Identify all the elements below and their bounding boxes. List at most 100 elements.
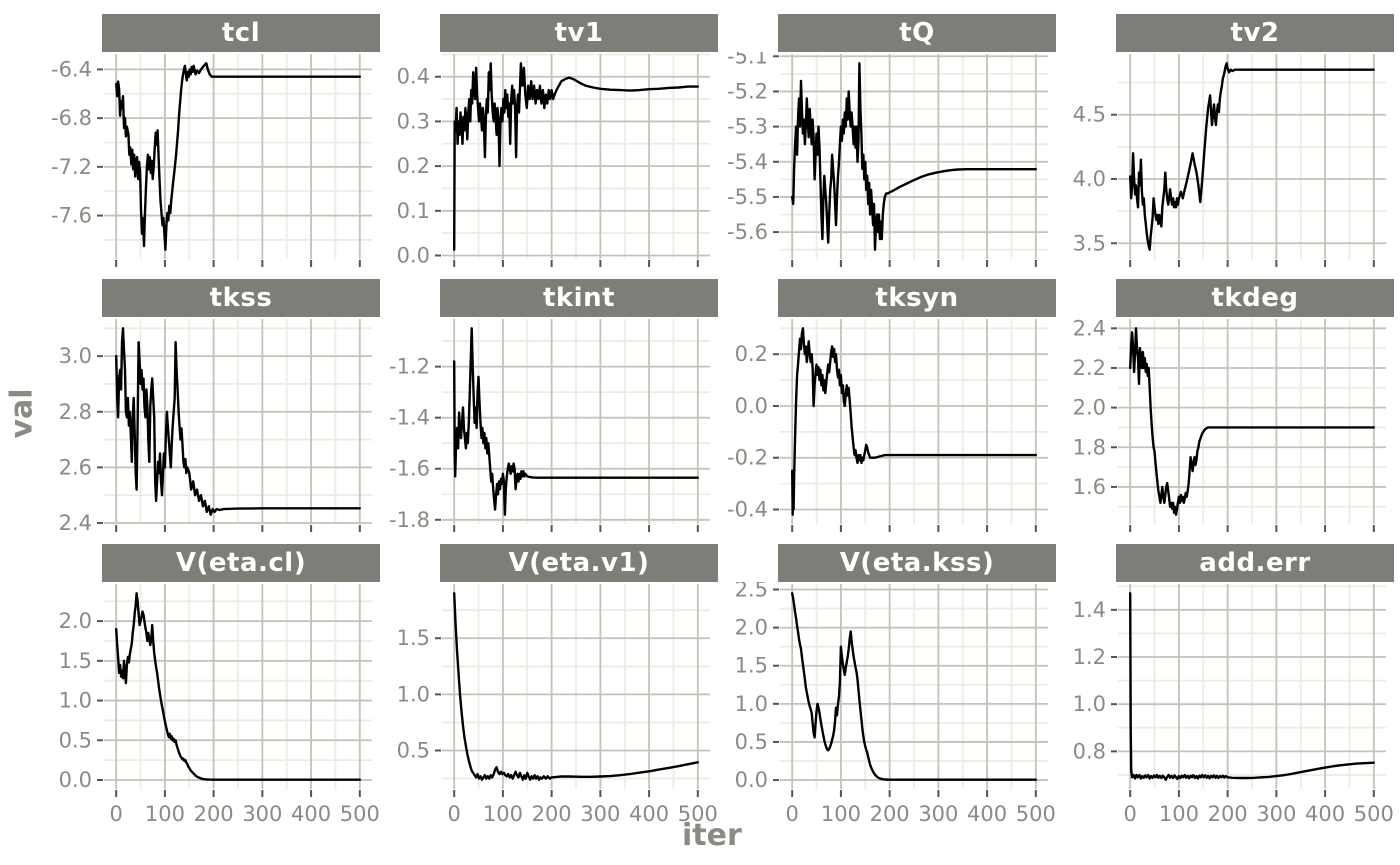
facet-strip: tkint [440, 279, 718, 317]
y-tick-label: 1.0 [397, 682, 430, 706]
facet-v-eta-v1: V(eta.v1) 0.5 1.0 1.5 0 100 200 300 400 500 [380, 544, 718, 829]
y-tick-label: 1.5 [735, 654, 768, 678]
y-tick-label: 0.2 [397, 154, 430, 178]
trace-line [452, 62, 699, 251]
x-tick-label: 400 [967, 802, 1007, 826]
x-tick-label: 0 [109, 802, 122, 826]
y-tick-label: -5.6 [727, 220, 768, 244]
facet-strip-label: V(eta.v1) [508, 548, 650, 578]
facet-strip: tkdeg [1116, 279, 1394, 317]
y-tick-label: -5.1 [727, 52, 768, 68]
trace-line [114, 592, 361, 781]
facet-panel: -5.6 -5.5 -5.4 -5.3 -5.2 -5.1 [727, 52, 1048, 267]
x-tick-label: 200 [532, 802, 572, 826]
y-tick-label: -1.2 [389, 355, 430, 379]
y-tick-label: 3.0 [59, 344, 92, 368]
facet-panel: 0.8 1.0 1.2 1.4 0 100 200 300 400 500 [1073, 584, 1394, 826]
y-tick-label: 2.0 [735, 616, 768, 640]
y-tick-label: 0.2 [735, 342, 768, 366]
y-tick-label: 0.5 [59, 728, 92, 752]
x-tick-label: 100 [821, 802, 861, 826]
y-tick-label: -1.6 [389, 457, 430, 481]
y-tick-label: 0.8 [1073, 739, 1106, 763]
y-tick-label: 1.2 [1073, 645, 1106, 669]
x-tick-label: 200 [870, 802, 910, 826]
facet-strip-label: tcl [221, 18, 261, 48]
trace-line [114, 62, 361, 251]
trace-line [790, 327, 1037, 516]
y-tick-label: -1.8 [389, 508, 430, 532]
facet-panel: 0.5 1.0 1.5 0 100 200 300 400 500 [397, 584, 718, 826]
y-tick-label: 0.5 [735, 730, 768, 754]
x-tick-label: 400 [1305, 802, 1345, 826]
facet-strip-label: tksyn [875, 283, 959, 313]
facet-strip-label: tkdeg [1211, 283, 1299, 313]
y-tick-label: -7.2 [51, 155, 92, 179]
facet-add-err: add.err 0.8 1.0 1.2 1.4 0 100 200 300 400 500 [1056, 544, 1394, 829]
x-tick-label: 400 [629, 802, 669, 826]
facet-strip-label: tQ [899, 18, 935, 48]
facet-panel: 1.6 1.8 2.0 2.2 2.4 [1073, 317, 1386, 532]
y-tick-label: 2.5 [735, 582, 768, 602]
y-tick-label: 1.5 [59, 649, 92, 673]
y-tick-label: 1.5 [397, 626, 430, 650]
x-tick-label: 300 [242, 802, 282, 826]
y-tick-label: 1.0 [1073, 692, 1106, 716]
y-tick-label: 1.8 [1073, 435, 1106, 459]
y-tick-label: 2.4 [59, 511, 92, 535]
y-tick-label: 2.4 [1073, 317, 1106, 340]
facet-tksyn: tksyn -0.4 -0.2 0.0 0.2 [718, 279, 1056, 544]
y-tick-label: 0.0 [735, 768, 768, 792]
trace-line [114, 327, 361, 516]
facet-tv1: tv1 0.0 0.1 0.2 0.3 0.4 [380, 14, 718, 279]
y-tick-label: -0.2 [727, 446, 768, 470]
y-tick-label: -1.4 [389, 406, 430, 430]
x-tick-label: 100 [145, 802, 185, 826]
x-tick-label: 100 [1159, 802, 1199, 826]
y-tick-label: -5.5 [727, 185, 768, 209]
facet-panel: 3.5 4.0 4.5 [1073, 54, 1386, 267]
facet-strip: tcl [102, 14, 380, 52]
x-tick-label: 200 [1208, 802, 1248, 826]
y-tick-label: -5.2 [727, 79, 768, 103]
facet-v-eta-kss: V(eta.kss) 0.0 0.5 1.0 1.5 2.0 2.5 0 100 200 300 40… [718, 544, 1056, 829]
y-tick-label: 1.6 [1073, 475, 1106, 499]
y-tick-label: -0.4 [727, 498, 768, 522]
facet-strip-label: tv1 [554, 18, 604, 48]
y-tick-label: 4.5 [1073, 103, 1106, 127]
x-tick-label: 100 [483, 802, 523, 826]
trace-line [790, 592, 1037, 781]
facet-strip: tQ [778, 14, 1056, 52]
trace-line [790, 62, 1037, 251]
facet-panel: -7.6 -7.2 -6.8 -6.4 [51, 54, 372, 267]
y-tick-label: 0.4 [397, 65, 430, 89]
facet-strip: tv1 [440, 14, 718, 52]
x-tick-label: 0 [785, 802, 798, 826]
y-tick-label: -6.8 [51, 106, 92, 130]
facet-strip: tkss [102, 279, 380, 317]
facet-strip-label: V(eta.kss) [839, 548, 995, 578]
x-tick-label: 500 [1354, 802, 1394, 826]
facet-panel: -0.4 -0.2 0.0 0.2 [727, 319, 1048, 532]
facet-strip: V(eta.kss) [778, 544, 1056, 582]
y-tick-label: 3.5 [1073, 231, 1106, 255]
facet-strip: V(eta.v1) [440, 544, 718, 582]
x-axis-title: iter [682, 818, 742, 853]
x-tick-label: 500 [340, 802, 380, 826]
facet-tkdeg: tkdeg 1.6 1.8 2.0 2.2 2.4 [1056, 279, 1394, 544]
facet-tq: tQ -5.6 -5.5 -5.4 -5.3 -5.2 -5.1 [718, 14, 1056, 279]
y-tick-label: -5.4 [727, 150, 768, 174]
facet-tv2: tv2 3.5 4.0 4.5 [1056, 14, 1394, 279]
y-tick-label: -7.6 [51, 204, 92, 228]
trace-line [1128, 327, 1375, 516]
trace-line [452, 327, 699, 516]
x-tick-label: 400 [291, 802, 331, 826]
y-tick-label: 0.5 [397, 738, 430, 762]
y-tick-label: -5.3 [727, 115, 768, 139]
x-tick-label: 300 [1256, 802, 1296, 826]
facet-panel: 0.0 0.1 0.2 0.3 0.4 [397, 53, 710, 267]
y-tick-label: 2.8 [59, 400, 92, 424]
facet-panel: 0.0 0.5 1.0 1.5 2.0 0 100 200 300 400 500 [59, 584, 380, 826]
y-axis-title: val [4, 388, 40, 439]
